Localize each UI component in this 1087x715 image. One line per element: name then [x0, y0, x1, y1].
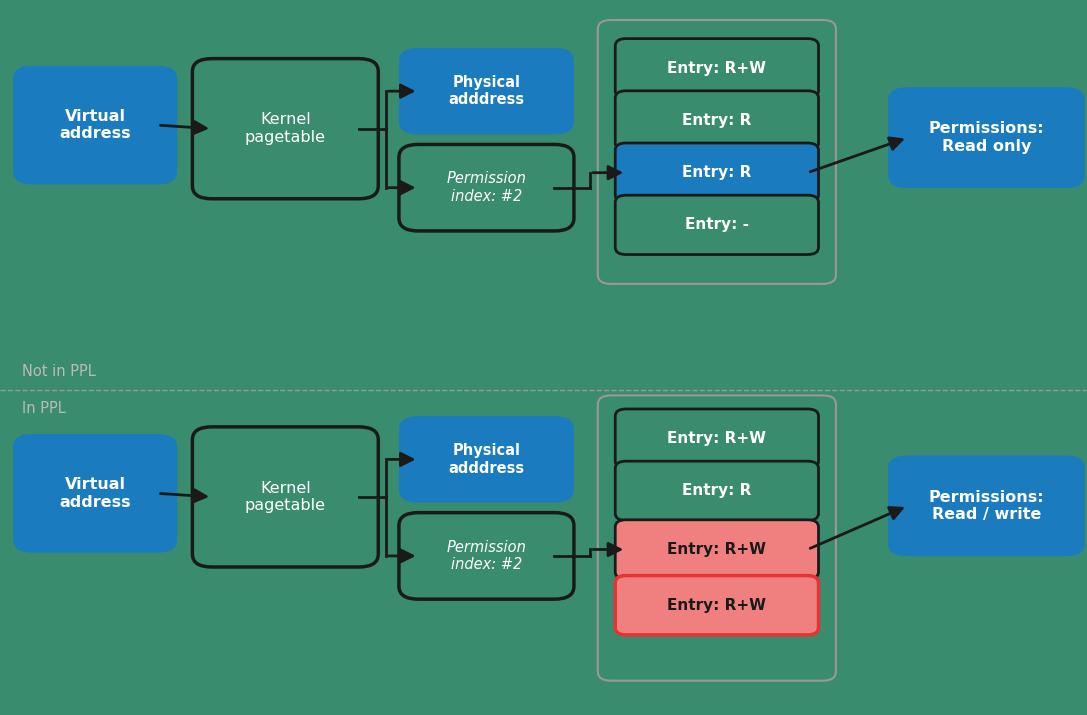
Text: Entry: -: Entry: - [685, 217, 749, 232]
Text: Physical
adddress: Physical adddress [448, 75, 525, 107]
Text: Virtual
address: Virtual address [60, 477, 130, 510]
FancyBboxPatch shape [598, 395, 836, 681]
FancyBboxPatch shape [399, 416, 574, 503]
FancyBboxPatch shape [598, 20, 836, 284]
FancyBboxPatch shape [399, 144, 574, 231]
Text: Entry: R+W: Entry: R+W [667, 598, 766, 613]
Text: APRR table
for kernel: APRR table for kernel [622, 39, 707, 72]
Text: Entry: R+W: Entry: R+W [667, 542, 766, 557]
Text: Permission
index: #2: Permission index: #2 [447, 172, 526, 204]
FancyBboxPatch shape [192, 59, 378, 199]
FancyBboxPatch shape [615, 520, 819, 579]
Text: Entry: R+W: Entry: R+W [667, 61, 766, 76]
FancyBboxPatch shape [399, 48, 574, 134]
FancyBboxPatch shape [615, 195, 819, 255]
FancyBboxPatch shape [615, 39, 819, 98]
Text: Kernel
pagetable: Kernel pagetable [245, 112, 326, 145]
Text: Permissions:
Read only: Permissions: Read only [928, 122, 1045, 154]
Text: Not in PPL: Not in PPL [22, 365, 96, 379]
Text: APRR table
for PPL mode: APRR table for PPL mode [622, 411, 723, 443]
FancyBboxPatch shape [615, 143, 819, 202]
Text: Virtual
address: Virtual address [60, 109, 130, 142]
Text: Permissions:
Read / write: Permissions: Read / write [928, 490, 1045, 522]
FancyBboxPatch shape [13, 434, 177, 553]
FancyBboxPatch shape [615, 461, 819, 521]
FancyBboxPatch shape [615, 576, 819, 635]
Text: Permission
index: #2: Permission index: #2 [447, 540, 526, 572]
FancyBboxPatch shape [615, 409, 819, 468]
Text: Entry: R: Entry: R [683, 113, 751, 128]
Text: In PPL: In PPL [22, 402, 65, 416]
FancyBboxPatch shape [192, 427, 378, 567]
Text: Entry: R: Entry: R [683, 483, 751, 498]
Text: Entry: R+W: Entry: R+W [667, 431, 766, 446]
Text: Physical
adddress: Physical adddress [448, 443, 525, 475]
Text: Kernel
pagetable: Kernel pagetable [245, 480, 326, 513]
FancyBboxPatch shape [888, 455, 1085, 556]
FancyBboxPatch shape [888, 87, 1085, 188]
FancyBboxPatch shape [399, 513, 574, 599]
Text: Entry: R: Entry: R [683, 165, 751, 180]
FancyBboxPatch shape [13, 66, 177, 184]
FancyBboxPatch shape [615, 91, 819, 150]
